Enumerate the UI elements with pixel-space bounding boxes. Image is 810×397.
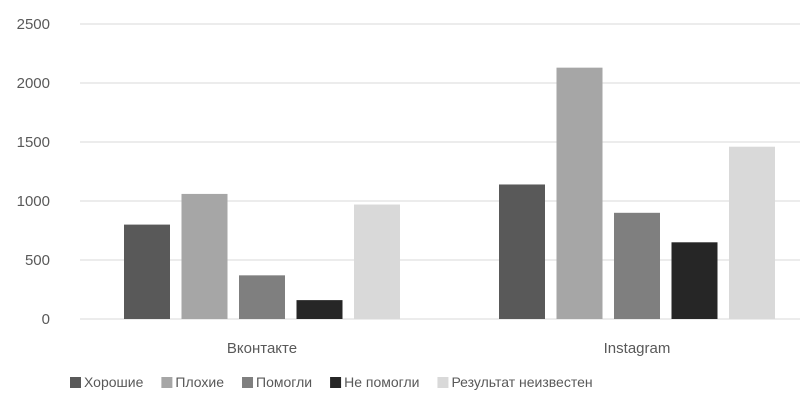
legend-swatch [161, 377, 173, 388]
bar-4-1 [296, 300, 343, 319]
y-tick-label: 2500 [17, 16, 50, 33]
bar-1-1 [124, 224, 170, 319]
y-tick-label: 1500 [17, 134, 50, 151]
y-tick-label: 0 [42, 311, 50, 328]
bar-1-2 [499, 184, 545, 319]
chart-legend: Хорошие Плохие Помогли Не помогли Результат … [70, 374, 593, 390]
legend-swatch [70, 377, 81, 388]
x-axis-category-labels: Вконтакте Instagram [227, 340, 670, 357]
bar-5-1 [354, 204, 400, 319]
y-axis-tick-labels: 0 500 1000 1500 2000 2500 [17, 16, 50, 328]
bar-4-2 [671, 242, 718, 319]
legend-label: Плохие [175, 374, 224, 390]
category-label: Вконтакте [227, 340, 297, 357]
legend-swatch [330, 377, 342, 388]
y-tick-label: 500 [25, 252, 50, 269]
legend-swatch [437, 377, 449, 388]
y-tick-label: 2000 [17, 75, 50, 92]
bar-2-1 [181, 193, 228, 319]
bar-2-2 [556, 67, 603, 319]
bar-3-2 [614, 212, 660, 319]
y-tick-label: 1000 [17, 193, 50, 210]
bar-3-1 [239, 275, 285, 319]
legend-label: Помогли [256, 374, 312, 390]
legend-label: Не помогли [344, 374, 419, 390]
legend-label: Хорошие [84, 374, 144, 390]
chart-bars [124, 67, 775, 319]
legend-swatch [242, 377, 254, 388]
legend-label: Результат неизвестен [451, 374, 592, 390]
category-label: Instagram [604, 340, 671, 357]
bar-5-2 [729, 146, 775, 319]
